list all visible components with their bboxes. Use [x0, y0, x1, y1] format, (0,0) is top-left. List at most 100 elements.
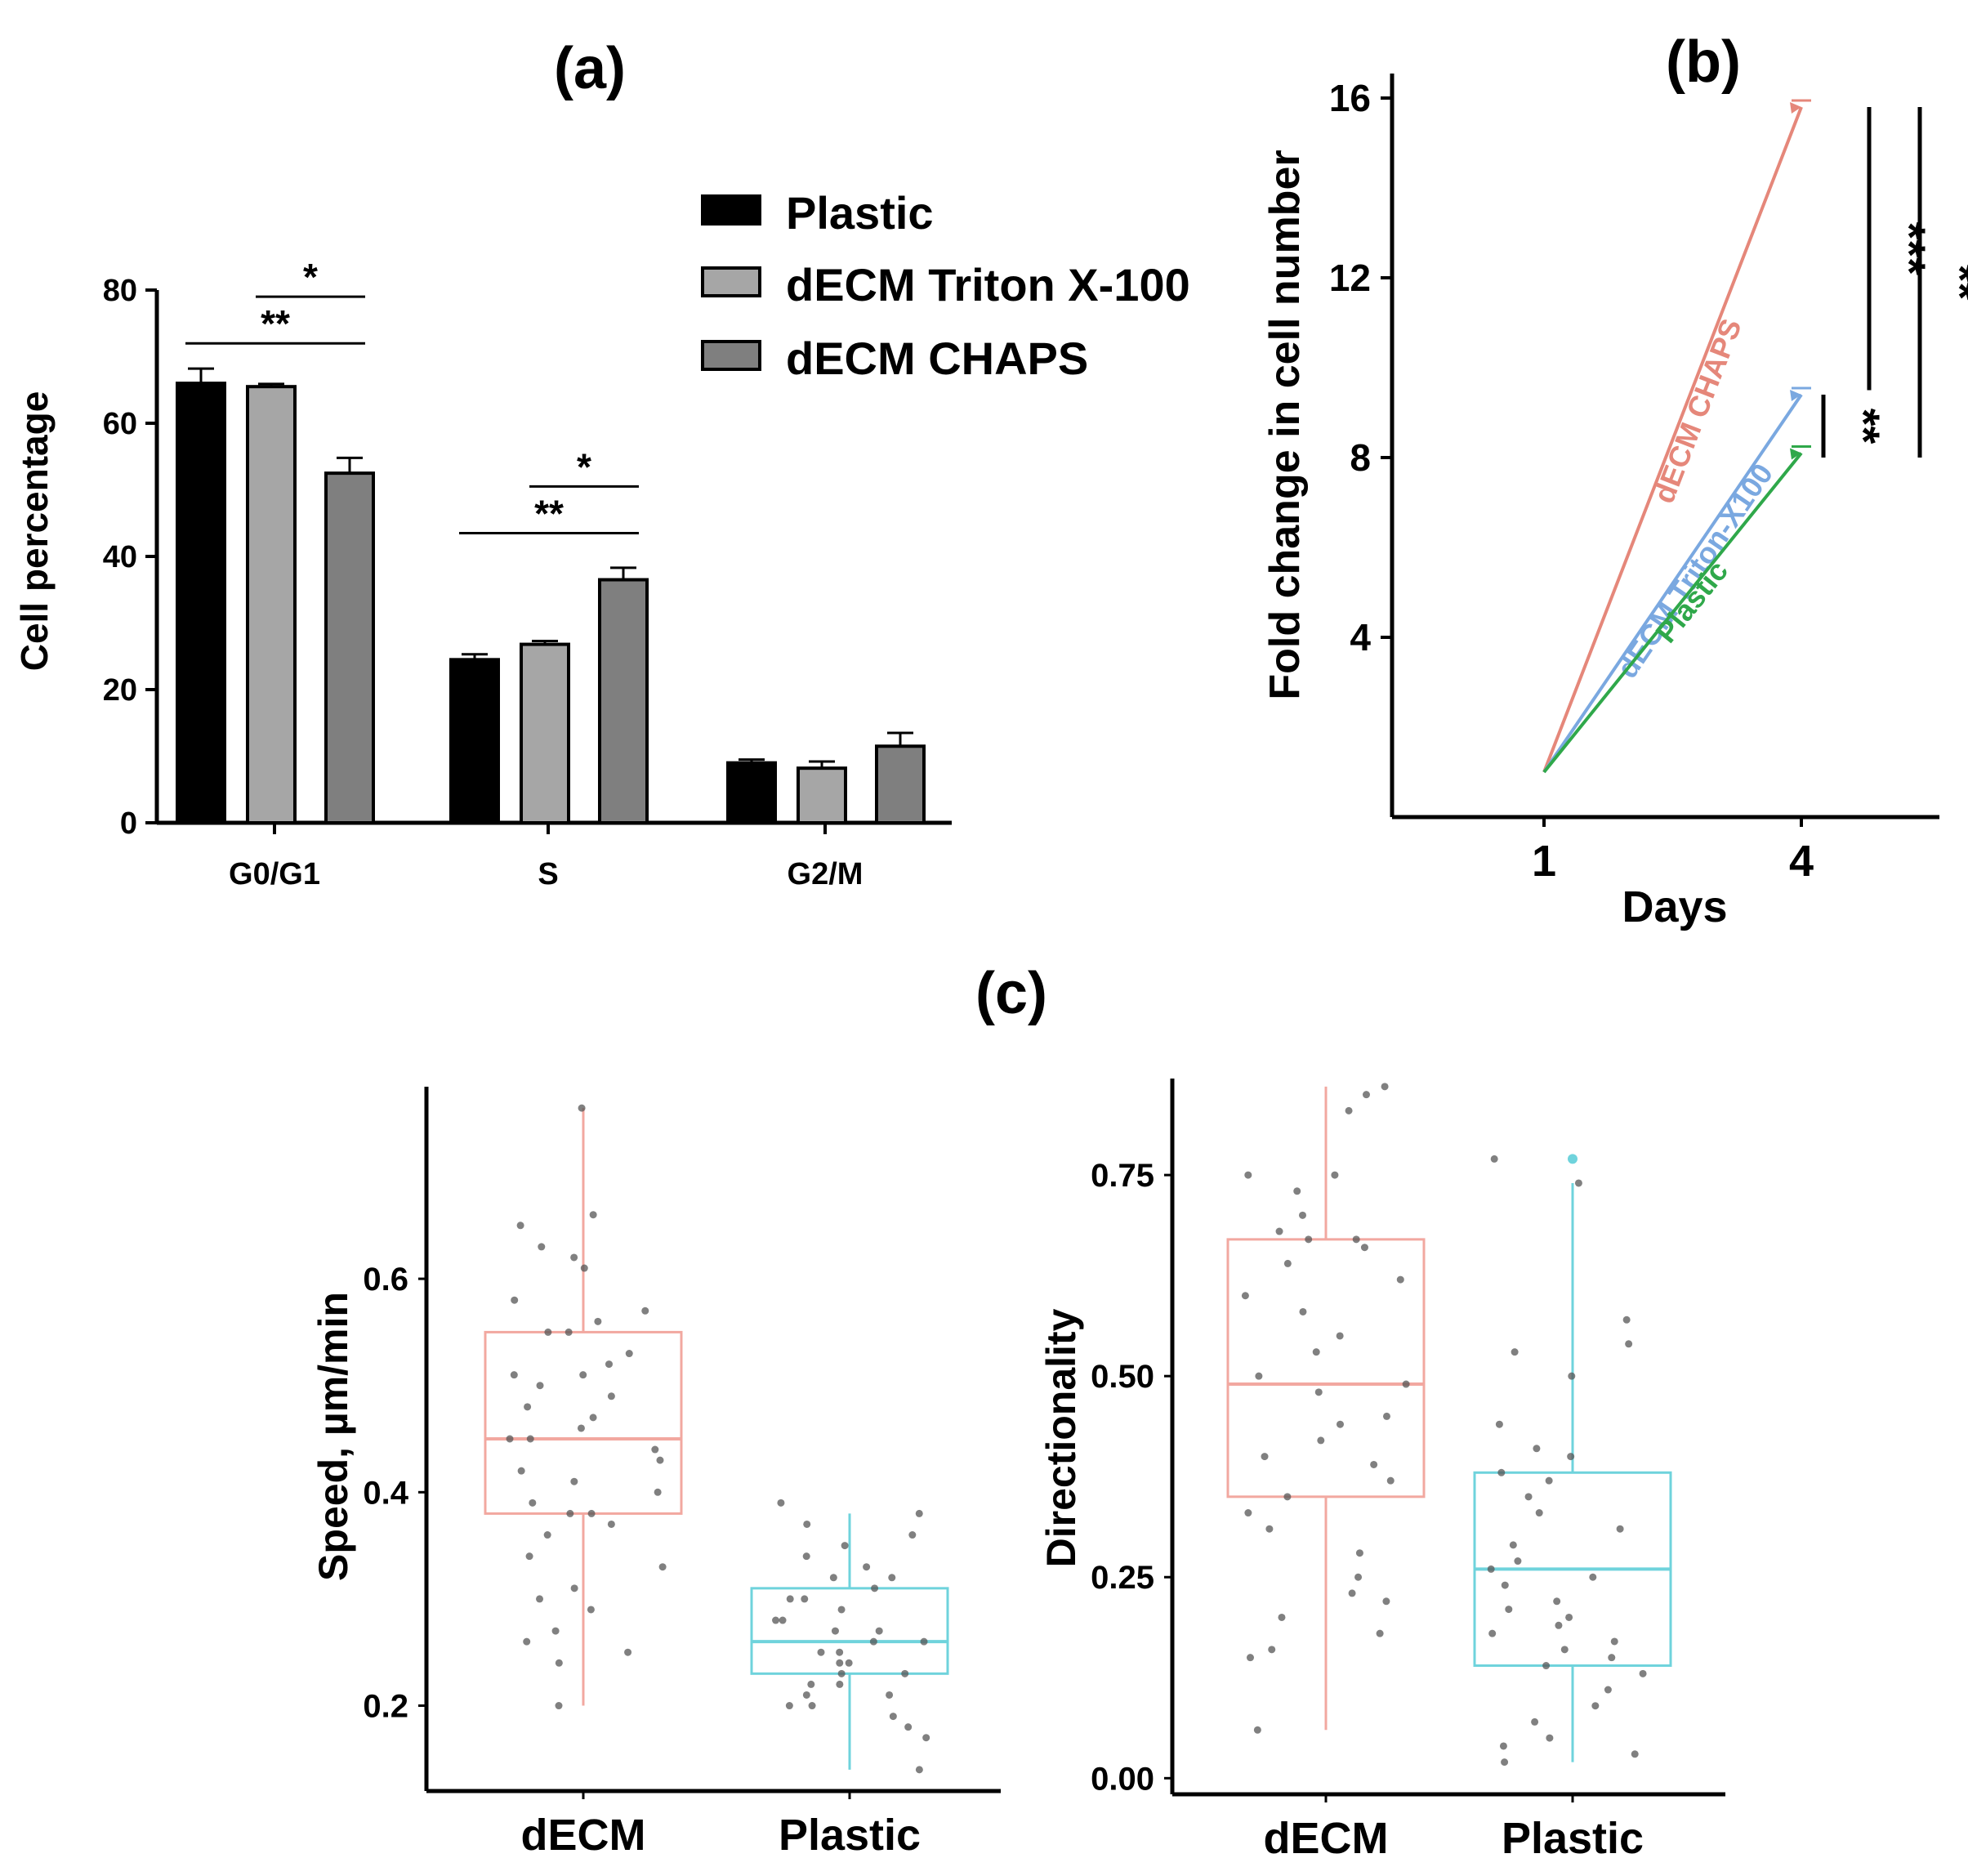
data-point — [1616, 1525, 1624, 1533]
data-point — [1360, 1244, 1368, 1252]
data-point — [836, 1680, 844, 1688]
data-point — [551, 1627, 560, 1635]
data-point — [922, 1734, 930, 1742]
data-point — [1565, 1613, 1573, 1621]
data-point — [888, 1574, 896, 1582]
line-chart-significance: ******* — [1821, 107, 1968, 458]
y-tick-label: 12 — [1329, 257, 1371, 299]
data-point — [589, 1211, 597, 1219]
data-point — [875, 1627, 883, 1635]
data-point — [1299, 1307, 1307, 1315]
data-point — [803, 1520, 811, 1528]
directionality-plot-points — [1241, 1083, 1647, 1767]
data-point — [1501, 1758, 1509, 1767]
data-point — [1542, 1662, 1551, 1670]
series-line — [1542, 106, 1803, 773]
data-point — [1505, 1606, 1513, 1614]
data-point — [544, 1328, 552, 1336]
data-point — [1352, 1235, 1360, 1244]
bar — [875, 744, 926, 825]
y-tick-label: 60 — [103, 407, 137, 441]
data-point — [658, 1563, 667, 1571]
data-point — [526, 1435, 534, 1443]
legend-label: dECM CHAPS — [786, 333, 1088, 384]
data-point — [1625, 1340, 1633, 1348]
data-point — [1293, 1187, 1301, 1195]
data-point — [1511, 1348, 1519, 1356]
data-point — [1354, 1573, 1363, 1581]
data-point — [579, 1371, 587, 1379]
bar — [449, 658, 500, 825]
data-point — [570, 1253, 578, 1262]
data-point — [580, 1264, 588, 1272]
outlier-point — [1568, 1154, 1578, 1164]
x-tick-label: S — [538, 857, 558, 891]
data-point — [1348, 1589, 1356, 1597]
panel-label-b: (b) — [1666, 29, 1741, 95]
data-point — [831, 1627, 839, 1635]
data-point — [1244, 1509, 1252, 1517]
data-point — [1331, 1171, 1339, 1179]
data-point — [829, 1574, 837, 1582]
data-point — [869, 1637, 877, 1646]
y-tick-label: 0.25 — [1091, 1560, 1154, 1596]
data-point — [1553, 1597, 1561, 1606]
data-point — [772, 1616, 780, 1624]
data-point — [524, 1403, 532, 1411]
significance-label: *** — [1884, 222, 1935, 276]
data-point — [1591, 1702, 1600, 1710]
data-point — [863, 1563, 871, 1571]
y-tick-label: 0.50 — [1091, 1359, 1154, 1395]
data-point — [786, 1595, 794, 1603]
data-point — [1298, 1211, 1306, 1219]
data-point — [516, 1222, 524, 1230]
data-point — [525, 1552, 533, 1561]
line-chart-axes: 4 8 12 16 1 4 — [1329, 74, 1939, 886]
x-tick-label: Plastic — [779, 1811, 921, 1860]
y-tick-label: 0.4 — [363, 1475, 408, 1511]
data-point — [538, 1243, 546, 1251]
data-point — [656, 1456, 664, 1464]
data-point — [1314, 1388, 1323, 1396]
data-point — [1560, 1646, 1569, 1654]
data-point — [817, 1648, 825, 1656]
data-point — [1345, 1106, 1353, 1114]
significance-label: * — [303, 256, 318, 298]
data-point — [841, 1542, 849, 1550]
data-point — [1639, 1669, 1647, 1677]
bar-chart-legend: Plastic dECM Triton X-100 dECM CHAPS — [701, 187, 1190, 384]
data-point — [1497, 1468, 1506, 1476]
data-point — [1509, 1541, 1517, 1549]
y-tick-label: 16 — [1329, 77, 1371, 119]
directionality-plot-axes: 0.00 0.25 0.50 0.75 dECM Plastic — [1091, 1079, 1725, 1863]
data-point — [651, 1445, 659, 1454]
data-point — [510, 1371, 518, 1379]
y-tick-label: 0.6 — [363, 1262, 408, 1298]
data-point — [1305, 1235, 1313, 1244]
data-point — [607, 1520, 615, 1528]
data-point — [1495, 1420, 1503, 1428]
significance-label: ** — [534, 492, 564, 534]
data-point — [1370, 1460, 1378, 1468]
box-plot-speed: 0.2 0.4 0.6 dECM Plastic Speed, µm/min — [310, 1087, 1001, 1860]
data-point — [1381, 1083, 1389, 1091]
data-point — [836, 1648, 844, 1656]
data-point — [1568, 1372, 1576, 1380]
data-point — [1622, 1315, 1631, 1324]
data-point — [1283, 1493, 1292, 1501]
series-line — [1542, 393, 1803, 774]
line-chart-y-axis-title: Fold change in cell number — [1261, 150, 1309, 699]
data-point — [1386, 1476, 1395, 1485]
bar — [598, 578, 649, 825]
significance-label: ** — [1935, 265, 1968, 301]
data-point — [1490, 1155, 1498, 1163]
data-point — [837, 1606, 846, 1614]
data-point — [1501, 1581, 1509, 1589]
data-point — [801, 1595, 809, 1603]
data-point — [570, 1477, 578, 1485]
data-point — [1244, 1171, 1252, 1179]
box — [1226, 1238, 1426, 1499]
box — [750, 1587, 949, 1675]
data-point — [1524, 1493, 1533, 1501]
